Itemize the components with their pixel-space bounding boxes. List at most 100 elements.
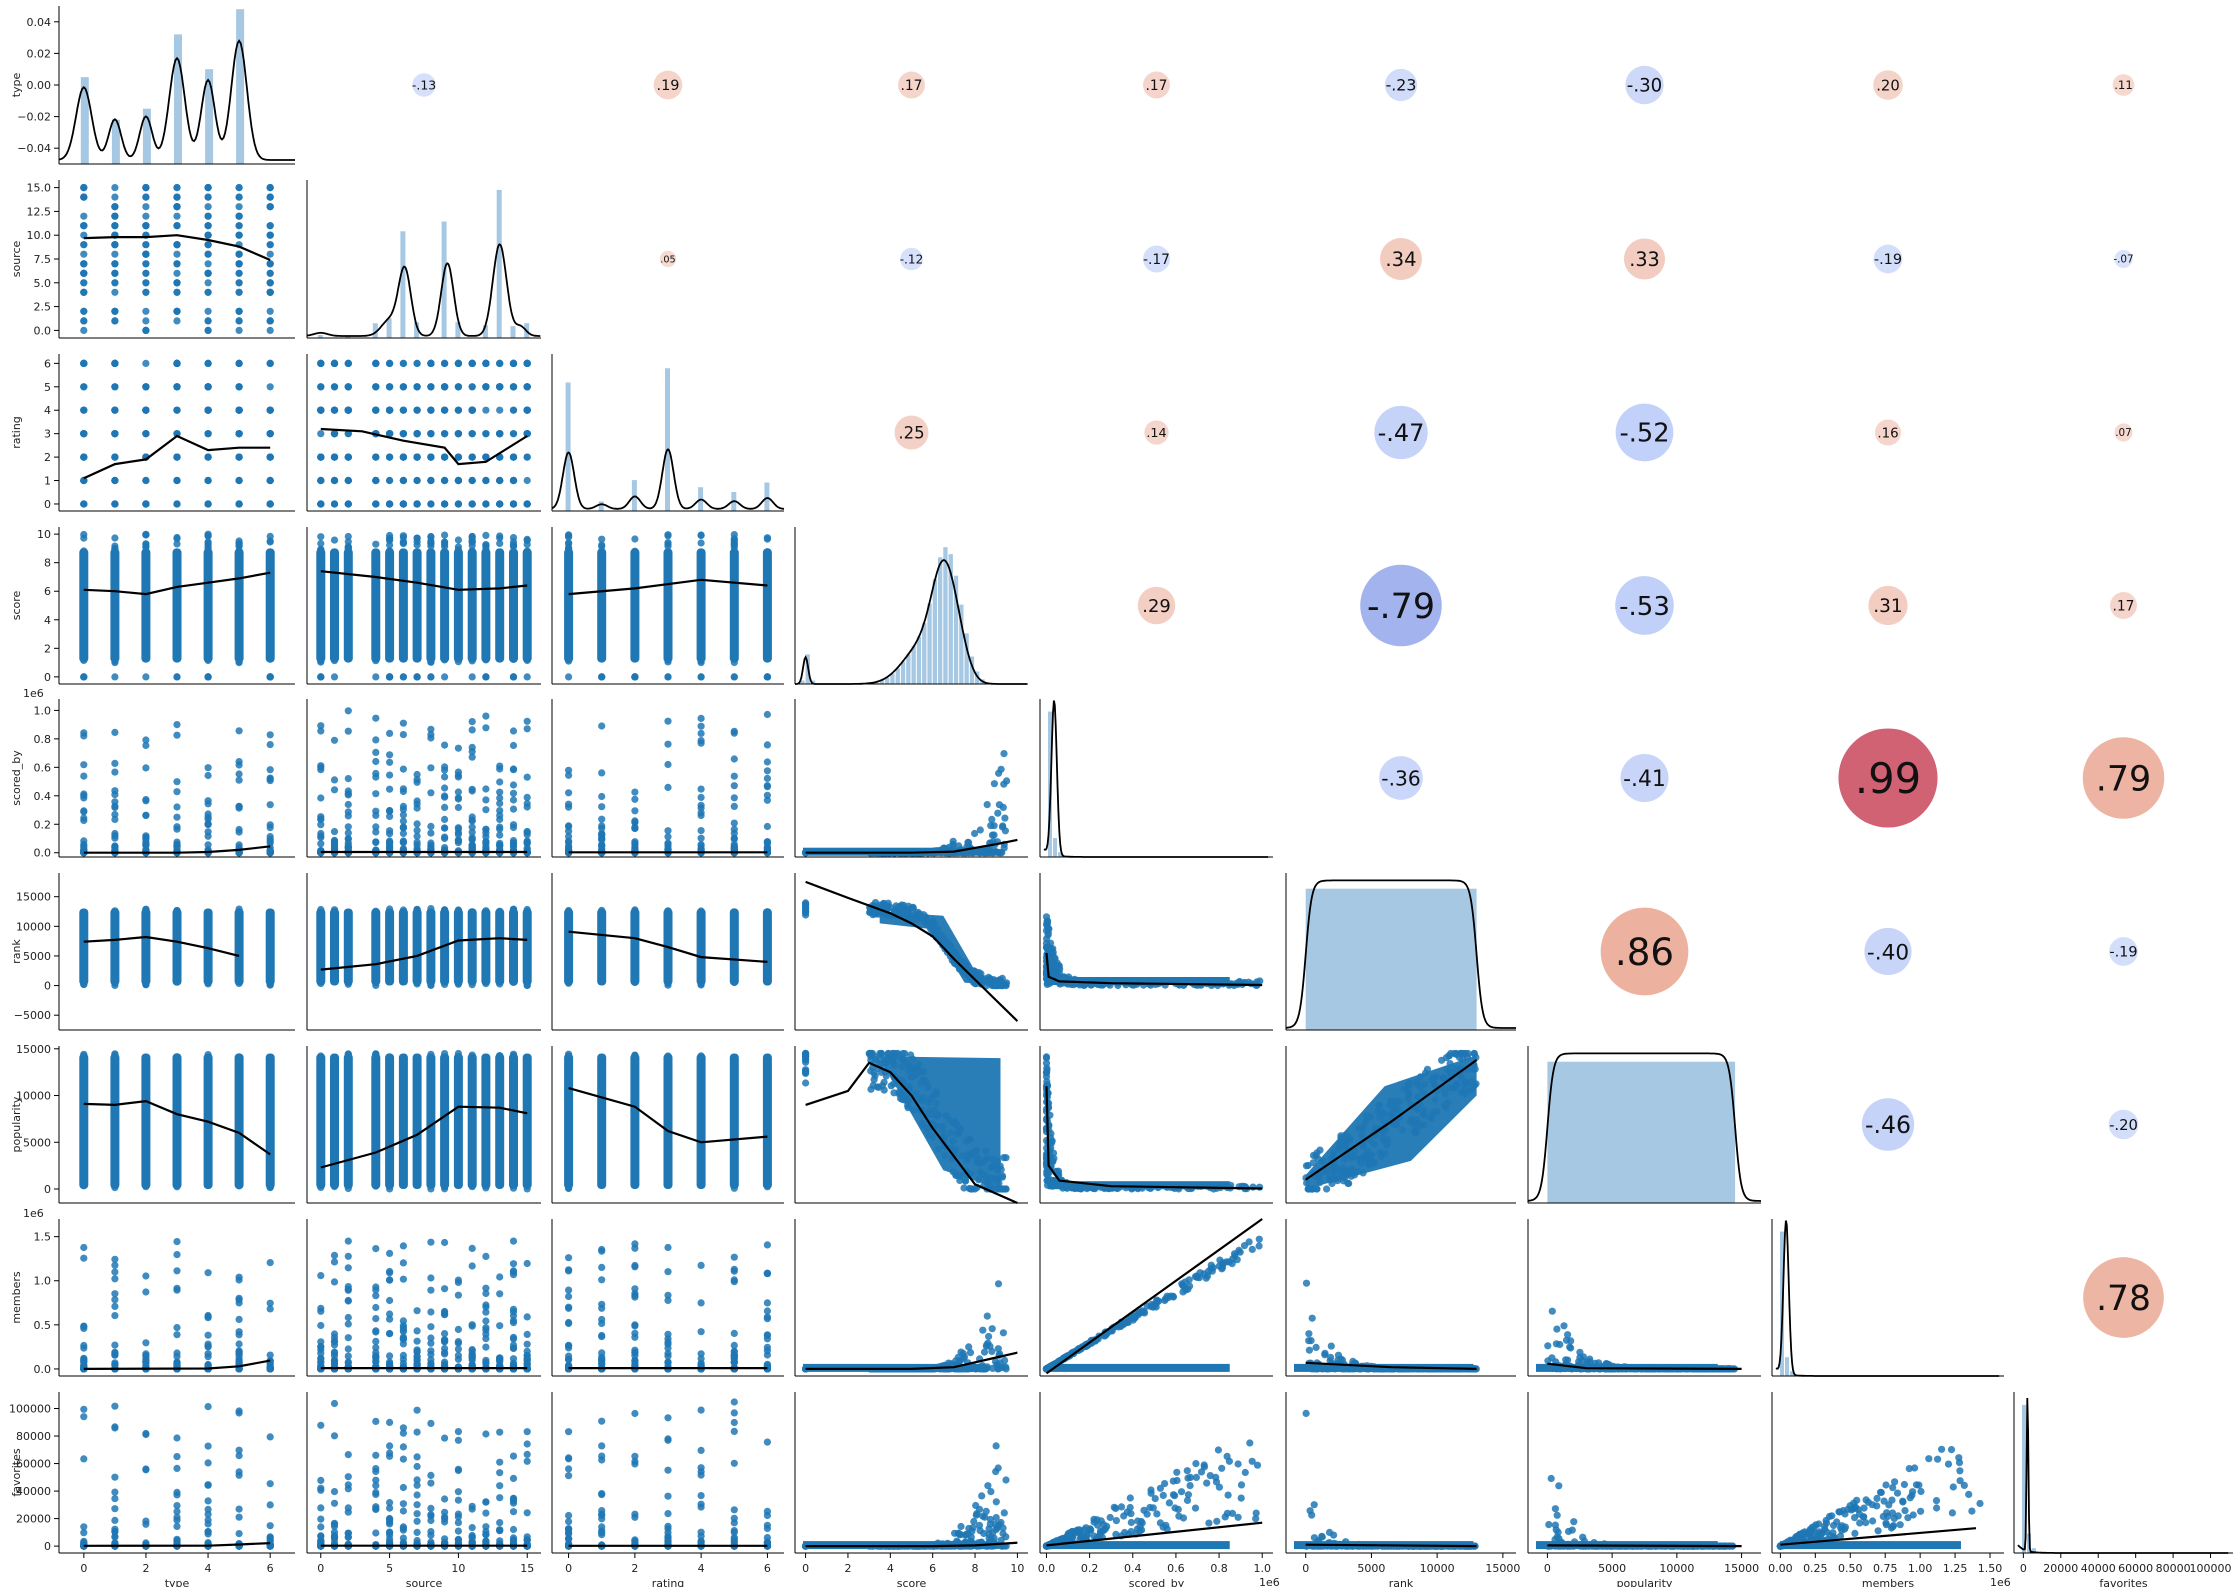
corr-label-rank-popularity: .86 (1615, 930, 1674, 974)
scatter-stripe (763, 548, 772, 662)
scatter-point (386, 730, 393, 737)
scatter-point (414, 454, 421, 461)
scatter-point (441, 538, 448, 545)
scatter-point (205, 251, 212, 258)
scatter-point (267, 500, 274, 507)
corr-label-scored_by-favorites: .79 (2096, 760, 2152, 800)
scatter-point (236, 803, 243, 810)
corr-label-type-rating: .19 (656, 78, 679, 94)
scatter-stripe (426, 548, 435, 662)
scatter-point (400, 383, 407, 390)
scatter-point (345, 383, 352, 390)
scatter-point (173, 317, 180, 324)
scatter-stripe (399, 909, 408, 986)
scatter-point (142, 270, 149, 277)
scatter-point (427, 843, 434, 850)
scatter-point (414, 383, 421, 390)
scatter-point (111, 213, 118, 220)
scatter-point (414, 430, 421, 437)
scatter-point (372, 749, 379, 756)
scatter-point (427, 537, 434, 544)
scatter-point (205, 222, 212, 229)
scatter-point (111, 251, 118, 258)
scatter-point (441, 454, 448, 461)
scatter-point (496, 407, 503, 414)
scatter-stripe (426, 909, 435, 986)
scatter-point (331, 828, 338, 835)
scatter-point (414, 407, 421, 414)
scatter-point (173, 500, 180, 507)
hist-bar-score (938, 557, 942, 684)
scatter-point (400, 540, 407, 547)
scatter-point (631, 673, 638, 680)
hist-bar-score (933, 579, 937, 684)
corr-label-score-members: .31 (1873, 596, 1902, 617)
scatter-point (236, 454, 243, 461)
scatter-point (731, 541, 738, 548)
scatter-point (331, 537, 338, 544)
scatter-point (469, 754, 476, 761)
scatter-point (386, 786, 393, 793)
scatter-point (236, 500, 243, 507)
scatter-point (386, 807, 393, 814)
scatter-point (698, 730, 705, 737)
scatter-point (455, 788, 462, 795)
scatter-stripe (564, 909, 573, 986)
hist-bar-rating (599, 502, 604, 512)
hist-bar-rating (764, 483, 769, 512)
scatter-point (80, 260, 87, 267)
scatter-point (496, 763, 503, 770)
scatter-point (80, 222, 87, 229)
scatter-point (510, 407, 517, 414)
scatter-stripe (141, 909, 150, 986)
scatter-point (236, 770, 243, 777)
scatter-point (427, 430, 434, 437)
scatter-stripe (730, 909, 739, 986)
scatter-point (698, 835, 705, 842)
scatter-point (80, 327, 87, 334)
scatter-stripe (110, 909, 119, 986)
scatter-point (386, 673, 393, 680)
lowess-line-rank-type (84, 937, 239, 956)
scatter-point (173, 251, 180, 258)
scatter-point (977, 826, 984, 833)
scatter-point (173, 289, 180, 296)
scatter-rating-type (80, 360, 274, 508)
scatter-point (469, 360, 476, 367)
scatter-point (986, 847, 993, 854)
scatter-stripe (316, 548, 325, 662)
scatter-point (267, 849, 274, 856)
corr-label-type-source: -.13 (412, 77, 436, 92)
scatter-point (267, 232, 274, 239)
scatter-point (173, 260, 180, 267)
scatter-point (111, 241, 118, 248)
scatter-point (267, 289, 274, 296)
scatter-stripe (468, 909, 477, 986)
scatter-stripe (495, 909, 504, 986)
scatter-point (441, 673, 448, 680)
corr-label-score-scored_by: .29 (1142, 596, 1170, 617)
scatter-point (267, 838, 274, 845)
scatter-point (1043, 935, 1050, 942)
scatter-point (598, 816, 605, 823)
scatter-point (267, 477, 274, 484)
scatter-point (236, 777, 243, 784)
scatter-point (345, 360, 352, 367)
scatter-point (345, 407, 352, 414)
scatter-rank-scored_by (1043, 913, 1264, 989)
scatter-point (469, 500, 476, 507)
corr-label-source-favorites: -.07 (2113, 254, 2133, 266)
scatter-point (173, 360, 180, 367)
scatter-point (173, 673, 180, 680)
scatter-point (386, 500, 393, 507)
scatter-point (469, 744, 476, 751)
scatter-point (469, 786, 476, 793)
scatter-point (631, 825, 638, 832)
scatter-point (142, 279, 149, 286)
scatter-stripe (440, 548, 449, 662)
scatter-point (427, 454, 434, 461)
scatter-point (989, 832, 996, 839)
scatter-point (205, 407, 212, 414)
scatter-point (386, 830, 393, 837)
